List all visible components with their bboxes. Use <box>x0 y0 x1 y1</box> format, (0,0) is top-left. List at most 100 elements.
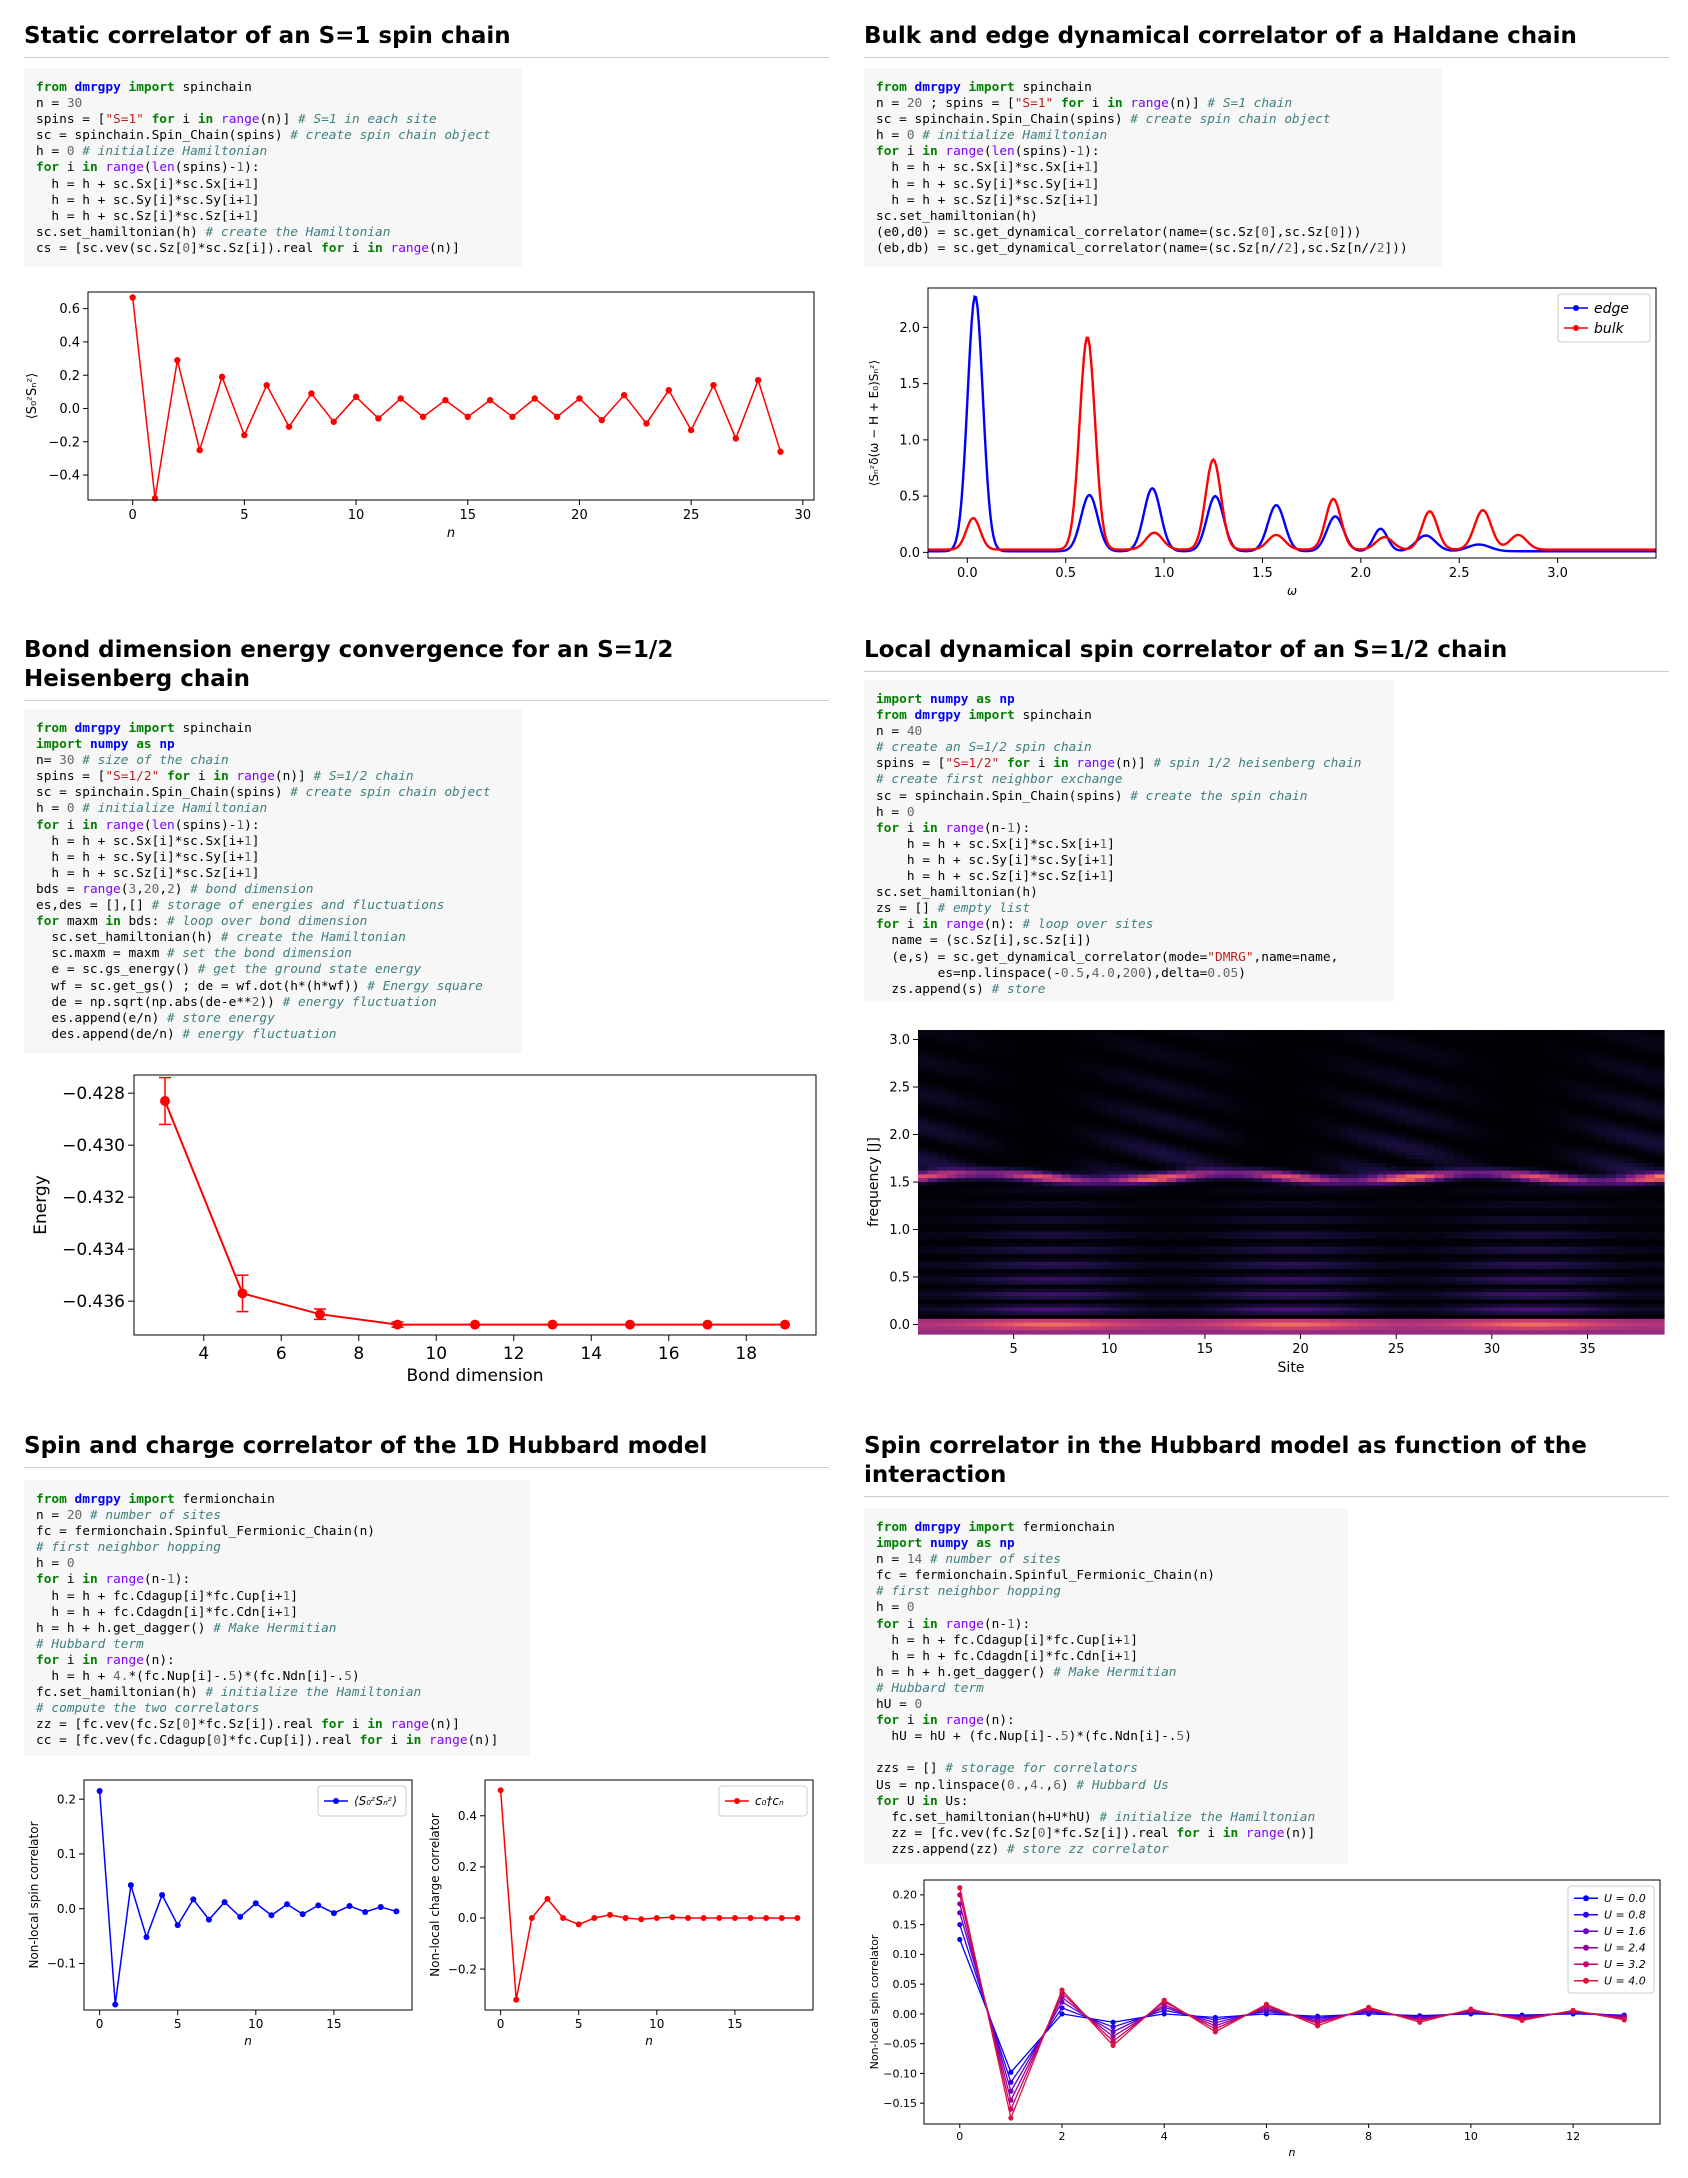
y-tick-label: 0.15 <box>893 1918 918 1931</box>
code-line: zz = [fc.vev(fc.Sz[0]*fc.Sz[i]).real for… <box>876 1825 1316 1841</box>
code-line: h = h + fc.Cdagup[i]*fc.Cup[i+1] <box>876 1632 1138 1648</box>
section-local-dynamical: Local dynamical spin correlator of an S=… <box>864 636 1669 672</box>
code-line: h = h + fc.Cdagdn[i]*fc.Cdn[i+1] <box>36 1604 298 1620</box>
y-tick-label: 0.0 <box>57 1902 76 1916</box>
data-point <box>1212 2029 1218 2035</box>
code-line: h = h + sc.Sy[i]*sc.Sy[i+1] <box>36 192 260 208</box>
data-point <box>377 1904 384 1911</box>
code-line: cs = [sc.vev(sc.Sz[0]*sc.Sz[i]).real for… <box>36 240 460 256</box>
data-point <box>419 413 427 420</box>
x-tick-label: 14 <box>580 1344 602 1364</box>
x-tick-label: 15 <box>459 508 476 523</box>
data-point <box>330 418 337 425</box>
y-tick-label: 0.05 <box>893 1978 918 1991</box>
data-point <box>544 1895 551 1902</box>
code-line: from dmrgpy import fermionchain <box>36 1492 275 1507</box>
data-point <box>576 395 583 402</box>
y-tick-label: 2.5 <box>889 1081 910 1096</box>
section-haldane-correlator: Bulk and edge dynamical correlator of a … <box>864 22 1669 58</box>
data-point <box>190 1896 197 1903</box>
series-line <box>164 1100 785 1326</box>
code-line: import numpy as np <box>36 737 175 753</box>
data-point <box>375 415 382 422</box>
code-line: spins = ["S=1/2" for i in range(n)] # S=… <box>36 769 414 785</box>
data-point <box>598 416 605 424</box>
data-point <box>702 1319 713 1330</box>
y-tick-label: −0.2 <box>448 1962 477 1976</box>
data-point <box>638 1916 645 1923</box>
legend-marker <box>1583 1911 1589 1918</box>
legend-label: U = 4.0 <box>1604 1975 1646 1988</box>
data-point <box>710 381 717 389</box>
legend-label: ⟨S₀ᶻSₙᶻ⟩ <box>354 1794 397 1808</box>
data-point <box>1263 2001 1270 2007</box>
code-line: h = h + sc.Sy[i]*sc.Sy[i+1] <box>876 176 1100 192</box>
plot-frame <box>923 1879 1661 2125</box>
static-correlator-chart: 0 5 10 15 20 25 30 −0.4 −0.2 0.0 0.2 0.4 0.6 n ⟨S₀ᶻSₙᶻ… <box>25 291 815 541</box>
code-line: h = h + sc.Sx[i]*sc.Sx[i+1] <box>36 833 260 849</box>
code-line: fc = fermionchain.Spinful_Fermionic_Chai… <box>36 1524 375 1540</box>
data-point <box>747 1915 754 1921</box>
code-line: import numpy as np <box>876 692 1015 707</box>
x-tick-label: 10 <box>1464 2130 1478 2143</box>
x-tick-label: 10 <box>348 508 365 523</box>
data-point <box>622 1915 629 1921</box>
data-point <box>159 1892 166 1898</box>
code-line: for i in range(n-1): <box>36 1572 191 1588</box>
y-tick-label: 1.0 <box>899 433 920 448</box>
y-tick-label: 1.5 <box>889 1176 910 1191</box>
data-point <box>1008 2115 1014 2121</box>
code-line: for i in range(len(spins)-1): <box>36 817 260 833</box>
x-axis-label: n <box>1289 2146 1296 2159</box>
data-point <box>151 495 159 502</box>
energy-convergence-chart: 4 6 8 10 12 14 16 18 −0.436 −0.434 −0.432 −0.430 −0.… <box>31 1074 817 1386</box>
y-tick-label: 2.0 <box>889 1128 910 1143</box>
code-line: for i in range(n): # loop over sites <box>876 917 1154 933</box>
code-block: import numpy as np from dmrgpy import spi… <box>864 680 1394 1002</box>
data-point <box>665 386 672 394</box>
code-line: from dmrgpy import spinchain <box>876 80 1092 95</box>
code-line: h = h + sc.Sz[i]*sc.Sz[i+1] <box>36 208 260 224</box>
data-point <box>284 1901 291 1908</box>
y-tick-label: −0.05 <box>883 2038 917 2051</box>
data-point <box>393 1908 400 1915</box>
code-line: # Hubbard term <box>36 1636 144 1652</box>
data-point <box>1519 2017 1525 2024</box>
code-line: h = h + 4.*(fc.Nup[i]-.5)*(fc.Ndn[i]-.5) <box>36 1669 360 1685</box>
legend-marker <box>1583 1928 1589 1935</box>
code-line: h = h + sc.Sx[i]*sc.Sx[i+1] <box>36 176 260 192</box>
code-line: hU = 0 <box>876 1697 923 1713</box>
haldane-dynamical-correlator-chart: 0.0 0.5 1.0 1.5 2.0 2.5 3.0 0.0 0.5 1.0 1.5 2.0 ω ⟨Sₙ… <box>867 287 1657 598</box>
section-static-correlator: Static correlator of an S=1 spin chain <box>24 22 829 58</box>
y-tick-label: −0.15 <box>883 2097 917 2110</box>
data-point <box>531 395 538 402</box>
data-point <box>957 1885 963 1891</box>
series-line <box>959 1903 1625 2103</box>
data-point <box>127 1882 134 1889</box>
data-point <box>1110 2038 1116 2044</box>
data-point <box>1110 2019 1116 2025</box>
code-line: (e0,d0) = sc.get_dynamical_correlator(na… <box>876 224 1362 240</box>
x-tick-label: 1.5 <box>1252 566 1273 581</box>
data-point <box>1161 1997 1167 2003</box>
code-line: sc = spinchain.Spin_Chain(spins) # creat… <box>876 788 1308 804</box>
code-line: h = 0 <box>876 804 915 820</box>
x-tick-label: 12 <box>503 1344 525 1364</box>
y-tick-label: −0.10 <box>883 2067 917 2080</box>
legend-label: U = 2.4 <box>1604 1942 1646 1955</box>
legend <box>1557 293 1651 343</box>
code-line: h = h + fc.Cdagup[i]*fc.Cup[i+1] <box>36 1588 298 1604</box>
code-line: cc = [fc.vev(fc.Cdagup[0]*fc.Cup[i]).rea… <box>36 1733 499 1749</box>
code-line <box>876 1745 1336 1761</box>
y-axis-label: ⟨S₀ᶻSₙᶻ⟩ <box>25 373 40 420</box>
data-point <box>957 1922 963 1928</box>
y-tick-label: 0.0 <box>889 1318 910 1333</box>
data-point <box>497 1787 504 1794</box>
x-axis-label: Bond dimension <box>406 1366 543 1386</box>
data-point <box>620 391 628 399</box>
x-tick-label: 10 <box>1101 1342 1118 1357</box>
data-point <box>1161 2011 1167 2017</box>
legend-marker <box>1583 1944 1589 1951</box>
data-point <box>315 1309 325 1320</box>
series-line <box>131 297 782 499</box>
